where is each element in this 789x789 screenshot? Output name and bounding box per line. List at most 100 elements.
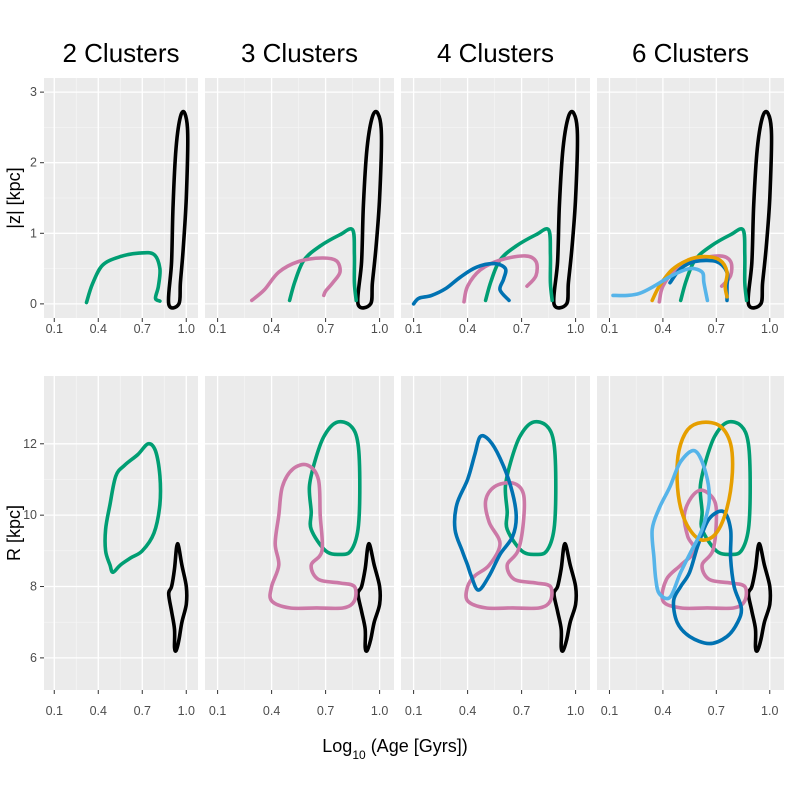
contour-black — [355, 109, 384, 310]
contour-green — [483, 227, 554, 303]
x-axis: 0.1 0.4 0.7 1.0 — [405, 318, 584, 336]
x-tick-label: 1.0 — [567, 322, 584, 336]
contour-pink — [462, 254, 540, 304]
x-axis-title: Log10 (Age [Gyrs]) — [322, 736, 467, 762]
y-tick-label: 1 — [30, 226, 37, 240]
panel-r2-c2: 0.1 0.4 0.7 1.0 — [205, 376, 394, 718]
column-title-2: 3 Clusters — [241, 38, 358, 68]
x-tick-label: 0.7 — [513, 322, 530, 336]
x-axis-title-main: Log — [322, 736, 352, 756]
x-tick-label: 0.1 — [405, 704, 422, 718]
panel-r1-c4: 0.1 0.4 0.7 1.0 — [597, 78, 784, 336]
x-tick-label: 0.4 — [90, 704, 107, 718]
x-tick-label: 0.7 — [708, 704, 725, 718]
y-axis-title-row-1: |z| [kpc] — [4, 167, 24, 228]
contour-black — [552, 541, 579, 654]
x-tick-label: 0.7 — [134, 704, 151, 718]
contour-skyblue — [611, 266, 710, 303]
x-tick-label: 1.0 — [178, 322, 195, 336]
contour-blue — [452, 433, 519, 592]
x-tick-label: 0.1 — [46, 322, 63, 336]
x-tick-label: 1.0 — [761, 322, 778, 336]
x-tick-label: 0.7 — [134, 322, 151, 336]
x-tick-label: 0.4 — [654, 322, 671, 336]
contour-black — [356, 541, 383, 654]
column-titles: 2 Clusters 3 Clusters 4 Clusters 6 Clusters — [62, 38, 749, 68]
x-axis-title-rest: (Age [Gyrs]) — [366, 736, 468, 756]
panel-r2-c3: 0.1 0.4 0.7 1.0 — [401, 376, 590, 718]
contour-green — [84, 250, 162, 305]
x-axis: 0.1 0.4 0.7 1.0 — [46, 690, 195, 718]
y-tick-label: 12 — [23, 437, 37, 451]
y-axis-row-2: 6 8 10 12 R [kpc] — [4, 437, 44, 665]
panel-background — [205, 376, 394, 690]
x-axis: 0.1 0.4 0.7 1.0 — [405, 690, 584, 718]
panel-r2-c4: 0.1 0.4 0.7 1.0 — [597, 376, 784, 718]
contour-black — [166, 541, 189, 654]
column-title-3: 4 Clusters — [437, 38, 554, 68]
contour-pink — [250, 256, 342, 303]
x-tick-label: 1.0 — [178, 704, 195, 718]
contour-skyblue — [650, 448, 712, 601]
contour-blue — [411, 261, 511, 306]
x-tick-label: 0.1 — [46, 704, 63, 718]
contour-pink — [268, 462, 358, 611]
panel-r1-c3: 0.1 0.4 0.7 1.0 — [401, 78, 590, 336]
x-tick-label: 0.7 — [317, 322, 334, 336]
contours — [611, 109, 774, 310]
contours — [650, 419, 773, 654]
contour-green — [678, 227, 749, 303]
x-tick-label: 1.0 — [371, 322, 388, 336]
x-tick-label: 0.7 — [708, 322, 725, 336]
x-tick-label: 1.0 — [371, 704, 388, 718]
contour-pink — [464, 480, 554, 611]
y-axis-title-row-2: R [kpc] — [4, 505, 24, 561]
contour-black — [746, 109, 774, 310]
x-tick-label: 0.4 — [459, 704, 476, 718]
contour-green — [287, 227, 358, 303]
contour-blue — [671, 509, 744, 646]
x-axis: 0.1 0.4 0.7 1.0 — [601, 318, 778, 336]
x-tick-label: 0.1 — [601, 704, 618, 718]
x-axis-title-sub: 10 — [352, 748, 366, 762]
contour-green — [103, 441, 163, 575]
y-axis-row-1: 0 1 2 3 |z| [kpc] — [4, 85, 44, 311]
x-axis: 0.1 0.4 0.7 1.0 — [601, 690, 778, 718]
y-tick-label: 0 — [30, 297, 37, 311]
x-tick-label: 0.7 — [513, 704, 530, 718]
panels: 0.1 0.4 0.7 1.0 0.1 0.4 0.7 1.0 0.1 0.4 0.7 1.0 0.1 0… — [44, 78, 784, 718]
x-tick-label: 0.1 — [209, 322, 226, 336]
contour-black — [166, 109, 190, 310]
x-tick-label: 1.0 — [761, 704, 778, 718]
x-tick-label: 1.0 — [567, 704, 584, 718]
panel-background — [44, 376, 198, 690]
contours — [411, 109, 580, 310]
y-tick-label: 6 — [30, 651, 37, 665]
x-axis: 0.1 0.4 0.7 1.0 — [209, 318, 388, 336]
column-title-4: 6 Clusters — [632, 38, 749, 68]
x-tick-label: 0.1 — [601, 322, 618, 336]
contours — [452, 419, 579, 654]
contour-black — [746, 541, 773, 654]
y-tick-label: 2 — [30, 156, 37, 170]
x-tick-label: 0.4 — [263, 322, 280, 336]
x-tick-label: 0.4 — [459, 322, 476, 336]
x-axis: 0.1 0.4 0.7 1.0 — [46, 318, 195, 336]
contours — [268, 419, 383, 654]
x-tick-label: 0.4 — [90, 322, 107, 336]
contours — [84, 109, 190, 310]
contours — [250, 109, 384, 310]
x-tick-label: 0.4 — [263, 704, 280, 718]
y-tick-label: 3 — [30, 85, 37, 99]
contours — [103, 441, 189, 654]
contour-orange — [675, 420, 735, 542]
x-axis: 0.1 0.4 0.7 1.0 — [209, 690, 388, 718]
panel-r1-c1: 0.1 0.4 0.7 1.0 — [44, 78, 198, 336]
column-title-1: 2 Clusters — [62, 38, 179, 68]
x-tick-label: 0.1 — [209, 704, 226, 718]
y-tick-label: 8 — [30, 580, 37, 594]
panel-r1-c2: 0.1 0.4 0.7 1.0 — [205, 78, 394, 336]
panel-r2-c1: 0.1 0.4 0.7 1.0 — [44, 376, 198, 718]
